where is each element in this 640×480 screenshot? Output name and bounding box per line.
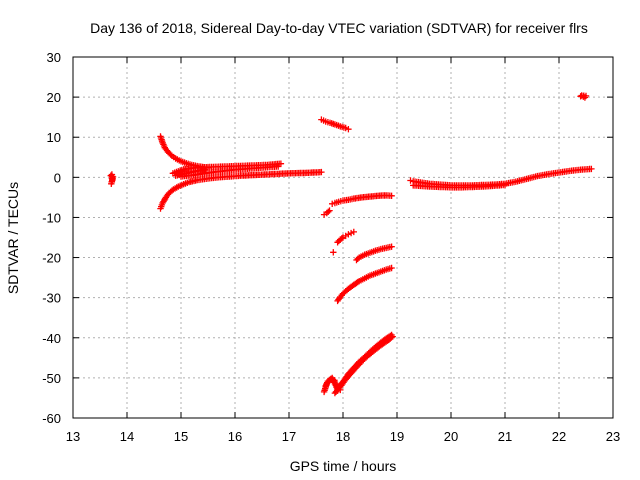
plus-markers	[353, 243, 395, 264]
plus-markers	[157, 168, 325, 212]
x-tick-label: 22	[552, 429, 566, 444]
data-series	[577, 92, 590, 101]
data-layer	[107, 92, 595, 397]
data-series	[157, 168, 325, 212]
x-tick-label: 16	[228, 429, 242, 444]
y-tick-label: 10	[47, 130, 61, 145]
plus-markers	[318, 116, 352, 133]
y-tick-label: 20	[47, 90, 61, 105]
tick-layer: 13 14 15 16 17 18 19 20 21 22 23 -60 -50 -40 -30 -20 -10…	[42, 50, 620, 444]
y-tick-label: -10	[42, 210, 61, 225]
plus-markers	[334, 264, 395, 305]
data-series	[331, 333, 396, 397]
x-tick-label: 14	[120, 429, 134, 444]
plus-markers	[177, 163, 282, 180]
y-tick-label: -20	[42, 251, 61, 266]
data-series	[320, 207, 333, 218]
data-series	[177, 163, 282, 180]
data-series	[330, 249, 337, 256]
x-tick-label: 17	[282, 429, 296, 444]
x-tick-label: 20	[444, 429, 458, 444]
y-tick-label: -60	[42, 411, 61, 426]
plus-markers	[331, 333, 396, 397]
chart-title: Day 136 of 2018, Sidereal Day-to-day VTE…	[90, 20, 588, 36]
data-series	[334, 264, 395, 305]
y-tick-label: -30	[42, 291, 61, 306]
x-tick-label: 19	[390, 429, 404, 444]
data-series	[353, 243, 395, 264]
data-series	[329, 192, 395, 207]
data-series	[410, 181, 509, 191]
y-tick-label: -40	[42, 331, 61, 346]
data-series	[107, 171, 117, 187]
plus-markers	[329, 192, 395, 207]
x-tick-label: 23	[606, 429, 620, 444]
x-axis-label: GPS time / hours	[290, 458, 397, 474]
x-tick-label: 15	[174, 429, 188, 444]
x-tick-label: 13	[66, 429, 80, 444]
y-tick-label: 30	[47, 50, 61, 65]
plus-markers	[334, 228, 357, 246]
plus-markers	[410, 181, 509, 191]
grid-layer	[73, 57, 613, 418]
y-tick-label: -50	[42, 371, 61, 386]
x-tick-label: 21	[498, 429, 512, 444]
data-series	[334, 228, 357, 246]
y-tick-label: 0	[54, 170, 61, 185]
data-series	[318, 116, 352, 133]
y-axis-label: SDTVAR / TECUs	[5, 182, 21, 294]
plus-markers	[330, 249, 337, 256]
plus-markers	[107, 171, 117, 187]
plus-markers	[577, 92, 590, 101]
x-tick-label: 18	[336, 429, 350, 444]
plus-markers	[320, 207, 333, 218]
